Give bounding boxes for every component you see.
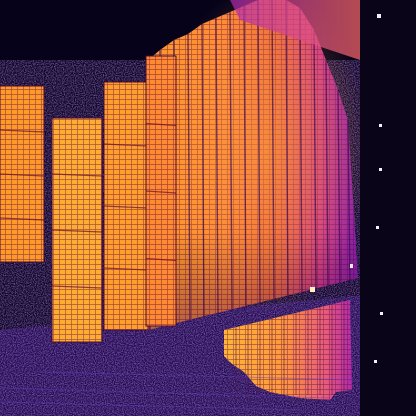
panel-module-seam [145, 257, 177, 262]
panel-module-seam [103, 267, 149, 271]
panel-column-divider [347, 119, 351, 286]
panel-row-frame [51, 117, 103, 343]
panel-module-seam [145, 190, 177, 194]
panel-column-divider [257, 0, 261, 307]
panel-column-divider [271, 0, 275, 304]
panel-column-divider [229, 11, 233, 313]
left-panel-rows [0, 55, 177, 343]
panel-column-divider [201, 23, 205, 319]
panel-module-seam [103, 205, 149, 209]
upper-cold-strip [230, 0, 360, 60]
lower-panel-array [224, 300, 352, 400]
panel-column-divider [215, 17, 219, 316]
panel-module-seam [0, 217, 45, 221]
panel-column-divider [313, 29, 317, 295]
panel-module-seam [0, 129, 45, 133]
panel-module-seam [145, 122, 177, 127]
panel-row-frame [0, 85, 45, 263]
panel-module-seam [103, 143, 149, 147]
upper-panel-glow [150, 0, 360, 330]
panel-module-seam [51, 229, 103, 233]
panel-column-divider [285, 0, 289, 301]
panel-column-divider [299, 7, 303, 298]
panel-row-frame [145, 55, 177, 327]
panel-module-seam [51, 173, 103, 177]
ground-lines [0, 371, 361, 411]
panel-column-divider [187, 33, 191, 322]
light-spots [310, 14, 383, 363]
upper-panel-array [147, 0, 360, 331]
panel-module-seam [0, 173, 45, 177]
panel-column-divider [337, 89, 341, 289]
panel-column-divider [243, 5, 247, 310]
right-structure [360, 0, 416, 416]
panel-column-divider [325, 59, 329, 292]
panel-module-seam [51, 285, 103, 289]
